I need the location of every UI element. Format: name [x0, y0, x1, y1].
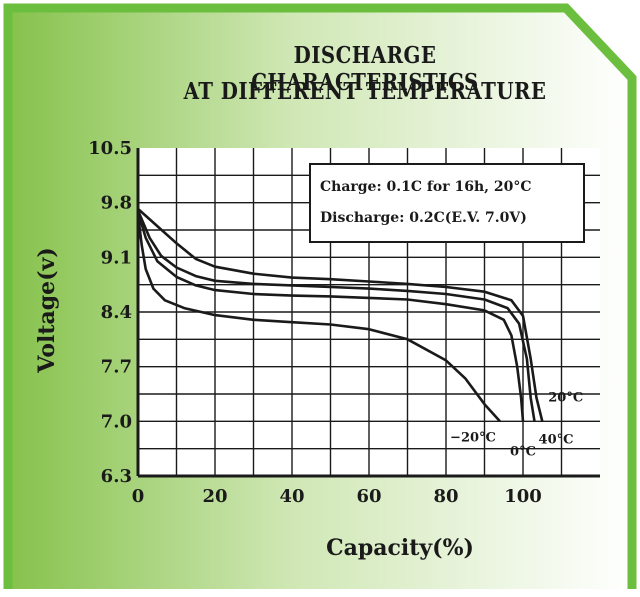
series-label-0: 20°C	[548, 390, 583, 405]
x-tick-label: 0	[132, 486, 145, 507]
conditions-note-box	[309, 163, 585, 243]
series-line-3	[136, 214, 501, 423]
panel-bottom-band	[0, 589, 640, 597]
note-charge: Charge: 0.1C for 16h, 20°C	[320, 179, 532, 195]
series-line-1	[136, 209, 536, 422]
series-label-2: 0°C	[510, 444, 536, 459]
series-label-1: 40°C	[539, 432, 574, 447]
note-discharge: Discharge: 0.2C(E.V. 7.0V)	[320, 210, 527, 226]
series-labels: 20°C 40°C0°C −20°C	[450, 390, 583, 459]
conditions-note: Charge: 0.1C for 16h, 20°C Discharge: 0.…	[309, 163, 585, 243]
y-tick-label: 9.8	[101, 193, 132, 214]
series-lines	[136, 207, 544, 423]
series-line-0	[137, 207, 544, 422]
y-axis-label: Voltage(v)	[34, 247, 60, 373]
x-tick-label: 20	[202, 486, 227, 507]
x-tick-label: 60	[356, 486, 381, 507]
y-tick-label: 10.5	[88, 138, 132, 159]
x-axis-label: Capacity(%)	[326, 535, 474, 561]
axes: 10.5 9.8 9.1 8.4 7.7 7.0 6.30 20 40 60 80 100	[88, 138, 600, 507]
x-tick-label: 80	[433, 486, 458, 507]
y-tick-label: 7.0	[101, 411, 132, 432]
y-tick-label: 6.3	[101, 466, 132, 487]
series-label-3: −20°C	[450, 430, 496, 445]
chart-title-line-1: DISCHARGE CHARACTERISTICS	[251, 42, 479, 96]
x-tick-label: 100	[504, 486, 542, 507]
y-tick-label: 7.7	[101, 357, 132, 378]
x-tick-label: 40	[279, 486, 304, 507]
chart-title-line-2: AT DIFFERENT TEMPERATURE	[183, 78, 547, 105]
y-tick-label: 8.4	[101, 302, 132, 323]
series-line-2	[136, 211, 525, 422]
y-tick-label: 9.1	[101, 247, 132, 268]
